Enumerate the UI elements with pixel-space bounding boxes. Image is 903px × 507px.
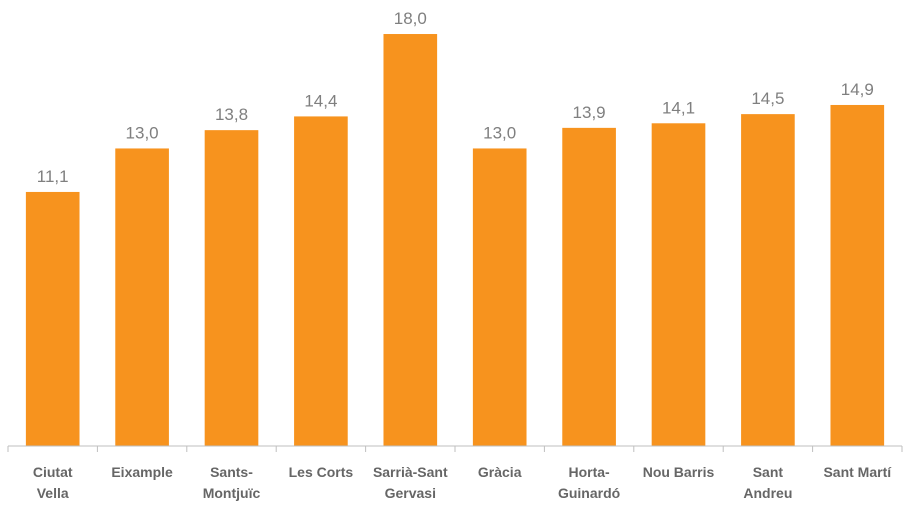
bar [741, 114, 795, 446]
value-labels-group: 11,1 13,0 13,8 14,4 18,0 13,0 13,9 14,1 14,5 14,9 [37, 9, 874, 186]
category-labels-group: Ciutat Vella Eixample Sants-Montjuïc Les Cor… [33, 464, 892, 501]
x-tick-label: Sant Martí [823, 464, 892, 480]
bar [830, 104, 885, 446]
x-tick-label: Sarrià-Sant Gervasi [373, 464, 448, 501]
data-label: 18,0 [394, 9, 427, 28]
x-axis-ticks-group [7, 446, 903, 452]
bar [651, 123, 706, 447]
bar [294, 116, 348, 446]
bar [204, 130, 259, 447]
data-label: 14,4 [304, 91, 337, 110]
bars-group [25, 34, 885, 447]
bar [383, 34, 438, 446]
data-label: 13,8 [215, 105, 248, 124]
bar [115, 148, 169, 446]
x-tick-label: Ciutat Vella [33, 464, 73, 501]
x-tick-label: Eixample [111, 464, 173, 480]
data-label: 14,9 [841, 80, 874, 99]
bar [472, 148, 527, 446]
x-tick-label: Sants-Montjuïc [203, 464, 261, 501]
x-tick-label: Nou Barris [643, 464, 715, 480]
data-label: 14,1 [662, 98, 695, 117]
x-tick-label: Horta-Guinardó [558, 464, 620, 501]
bar [562, 127, 616, 446]
data-label: 13,9 [573, 103, 606, 122]
data-label: 11,1 [37, 167, 69, 186]
x-tick-label: Gràcia [478, 464, 522, 480]
data-label: 13,0 [126, 123, 159, 142]
data-label: 13,0 [483, 123, 516, 142]
bar [25, 191, 80, 446]
x-tick-label: Sant Andreu [743, 464, 792, 501]
data-label: 14,5 [751, 89, 784, 108]
x-tick-label: Les Corts [289, 464, 354, 480]
